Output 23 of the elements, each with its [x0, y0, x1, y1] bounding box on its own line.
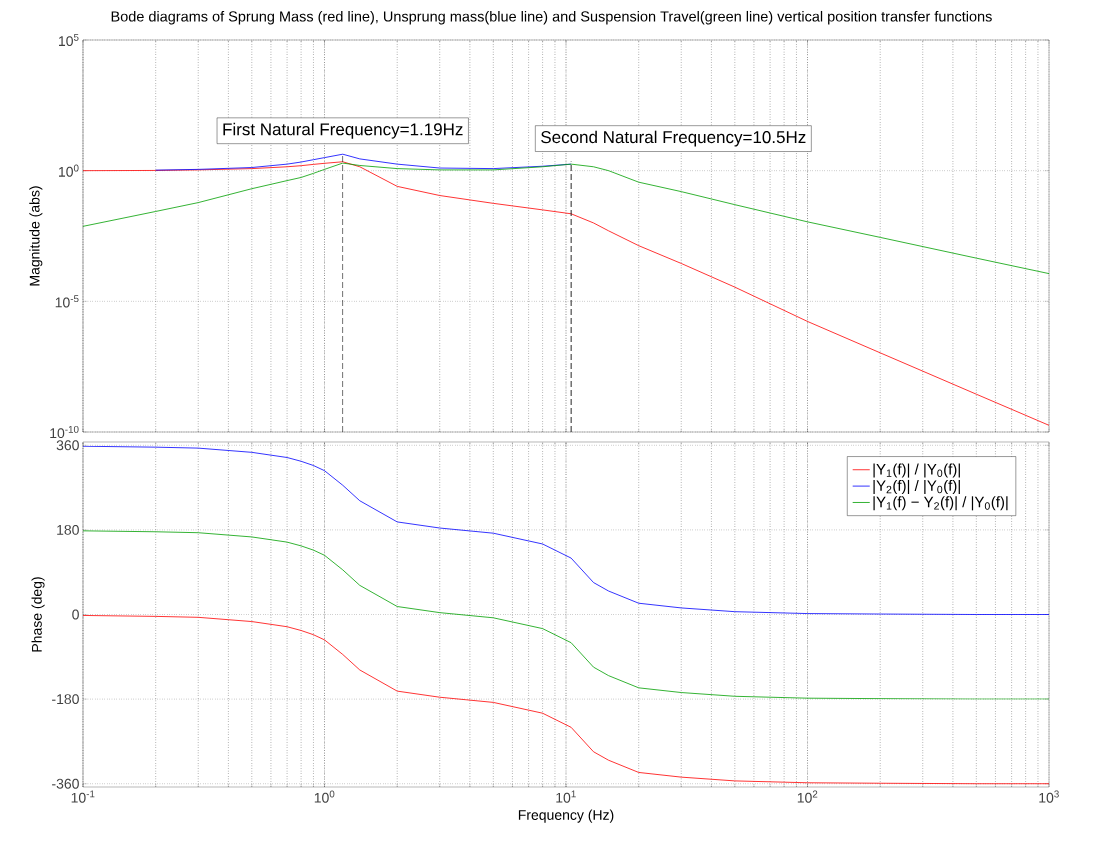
x-tick-label: 10$^{0}$ — [314, 790, 335, 803]
y-axis-title: Magnitude (abs) — [29, 186, 43, 286]
x-tick-label: 10$^{2}$ — [797, 790, 818, 803]
x-tick-label: 10$^{3}$ — [1039, 790, 1059, 803]
y-tick-label: 10$^{-10}$ — [50, 425, 79, 439]
ref-line-label: First Natural Frequency=1.19Hz — [223, 122, 463, 139]
legend-label: |Y$_{1}$(f) − Y$_{2}$(f)| / |Y$_{0}$(f)| — [873, 496, 1008, 511]
y-tick-label: 10$^{0}$ — [59, 164, 79, 177]
y-tick-label: -180 — [52, 694, 79, 705]
x-tick-label: 10$^{1}$ — [556, 790, 576, 803]
y-tick-label: 10$^{5}$ — [59, 33, 79, 47]
legend-label: |Y$_{2}$(f)| / |Y$_{0}$(f)| — [873, 479, 960, 494]
y-tick-label: -360 — [52, 778, 79, 789]
x-axis-title: Frequency (Hz) — [518, 809, 614, 823]
legend-label: |Y$_{1}$(f)| / |Y$_{0}$(f)| — [873, 463, 960, 478]
y-axis-title: Phase (deg) — [31, 577, 45, 652]
y-tick-label: 360 — [56, 440, 79, 451]
x-tick-label: 10$^{-1}$ — [71, 790, 95, 803]
y-tick-label: 10$^{-5}$ — [55, 295, 79, 308]
y-tick-label: 180 — [57, 524, 79, 535]
y-tick-label: 0 — [72, 609, 79, 620]
chart-title: Bode diagrams of Sprung Mass (red line), Unsprung mass(blue line) and Suspension Travel(green line) vertical position transfer functions — [111, 10, 992, 25]
ref-line-label: Second Natural Frequency=10.5Hz — [541, 130, 806, 147]
